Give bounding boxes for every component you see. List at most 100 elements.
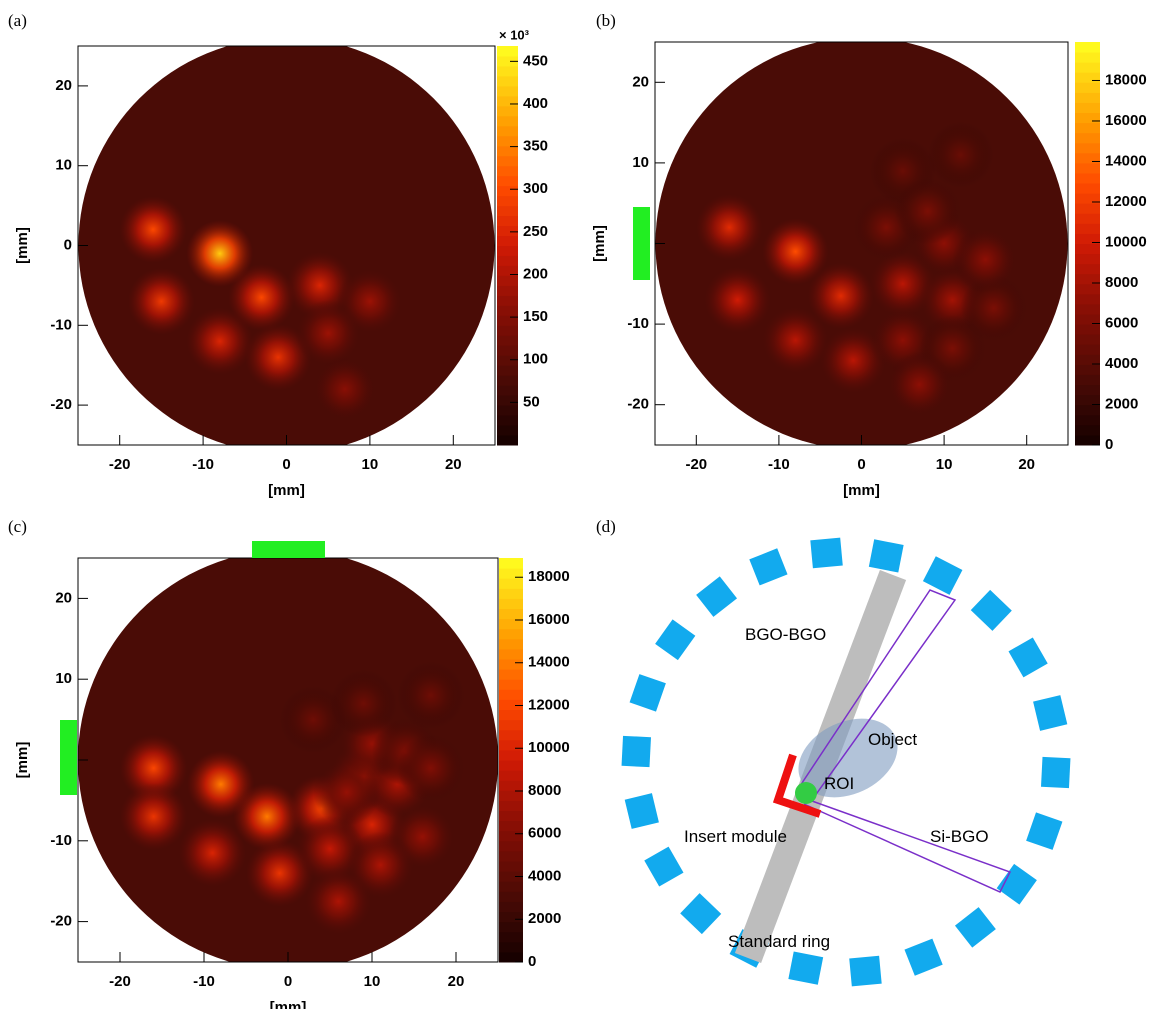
label: Standard ring	[728, 932, 830, 951]
hot-spot	[762, 218, 829, 285]
heatmap: -20-1001020-20-1001020[mm][mm]0200040006…	[591, 41, 1147, 499]
y-tick-label: 20	[55, 77, 72, 94]
hot-spot	[186, 220, 254, 287]
ring-block	[904, 938, 943, 976]
colorbar-cell	[499, 760, 523, 771]
colorbar-cell	[499, 861, 523, 872]
colorbar-tick-label: 6000	[1105, 314, 1138, 331]
colorbar-cell	[499, 638, 523, 650]
colorbar-cell	[1075, 354, 1100, 365]
plot-area	[78, 46, 495, 445]
colorbar-cell	[497, 355, 518, 366]
colorbar-cell	[497, 275, 518, 286]
y-tick-label: 10	[55, 670, 72, 687]
colorbar-cell	[1075, 414, 1100, 426]
colorbar-cell	[1075, 283, 1100, 295]
ring-block	[1008, 637, 1048, 678]
colorbar-cell	[497, 405, 518, 416]
y-tick-label: -10	[627, 315, 649, 332]
panel-label: (b)	[596, 11, 616, 30]
colorbar-cell	[499, 840, 523, 852]
colorbar-cell	[497, 215, 518, 227]
ring-block	[922, 556, 963, 595]
x-tick-label: -20	[109, 973, 131, 990]
y-tick-label: 10	[632, 154, 649, 171]
colorbar-cell	[497, 65, 518, 77]
colorbar-cell	[499, 931, 523, 943]
colorbar-tick-label: 350	[523, 138, 548, 155]
colorbar-cell	[1075, 213, 1100, 224]
colorbar-cell	[497, 185, 518, 197]
colorbar-cell	[1075, 374, 1100, 386]
colorbar-cell	[499, 911, 523, 923]
colorbar-cell	[1075, 132, 1100, 144]
hot-spot	[279, 686, 347, 754]
colorbar-tick-label: 450	[523, 52, 548, 69]
ring-block	[970, 589, 1012, 631]
colorbar-tick-label: 200	[523, 265, 548, 282]
colorbar-cell	[497, 46, 518, 57]
insert-module	[772, 753, 822, 818]
y-tick-label: 0	[64, 236, 72, 253]
roi	[795, 782, 817, 804]
hot-spot	[120, 734, 188, 802]
hot-spot	[233, 782, 301, 851]
label: Si-BGO	[930, 827, 989, 846]
colorbar-cell	[499, 719, 523, 731]
ring-block	[629, 674, 666, 712]
colorbar-cell	[1075, 394, 1100, 406]
detector-marker	[633, 207, 650, 280]
colorbar-tick-label: 2000	[528, 910, 561, 927]
x-tick-label: -10	[768, 456, 790, 473]
y-tick-label: 20	[55, 589, 72, 606]
colorbar-tick-label: 300	[523, 180, 548, 197]
x-tick-label: 0	[282, 456, 290, 473]
y-tick-label: -10	[50, 316, 72, 333]
plot-area	[655, 42, 1068, 445]
ring-block	[680, 893, 722, 935]
colorbar-cell	[497, 295, 518, 306]
x-tick-label: 10	[362, 456, 379, 473]
colorbar-cell	[499, 951, 523, 963]
hot-spot	[120, 782, 188, 851]
ring-block	[1041, 756, 1071, 789]
ring-block	[1033, 695, 1068, 731]
colorbar-cell	[499, 618, 523, 630]
hot-spot	[397, 734, 465, 802]
colorbar-cell	[497, 375, 518, 386]
colorbar-cell	[1075, 233, 1100, 244]
colorbar-cell	[1075, 152, 1100, 164]
ring-block	[849, 955, 882, 987]
y-axis-label: [mm]	[591, 225, 608, 262]
colorbar-cell	[497, 395, 518, 406]
x-tick-label: 0	[857, 456, 865, 473]
colorbar-cell	[1075, 364, 1100, 375]
colorbar-tick-label: 6000	[528, 825, 561, 842]
colorbar-cell	[497, 245, 518, 256]
colorbar-tick-label: 12000	[1105, 193, 1147, 210]
heatmap: -20-1001020-20-1001020[mm][mm]0200040006…	[14, 557, 570, 1009]
colorbar-cell	[497, 385, 518, 396]
x-axis-label: [mm]	[270, 999, 307, 1009]
hot-spot	[704, 266, 771, 333]
hot-spot	[119, 196, 187, 263]
colorbar-cell	[497, 175, 518, 187]
colorbar-cell	[499, 628, 523, 640]
heatmap: -20 -10 0 10 20 -20 -10 0 10 20 [mm] [mm] 50 100 150 20…	[14, 27, 548, 499]
colorbar-cell	[499, 810, 523, 822]
hot-spot	[952, 226, 1019, 293]
colorbar-cell	[499, 689, 523, 700]
colorbar-cell	[499, 699, 523, 710]
colorbar-label: × 10³	[499, 27, 530, 42]
colorbar-cell	[499, 749, 523, 761]
ring-block	[696, 576, 738, 617]
x-tick-label: 20	[445, 456, 462, 473]
ring-block	[621, 735, 651, 768]
colorbar-cell	[499, 729, 523, 741]
colorbar-cell	[1075, 384, 1100, 396]
colorbar-cell	[1075, 404, 1100, 416]
colorbar-cell	[499, 568, 523, 579]
colorbar-cell	[1075, 223, 1100, 234]
colorbar-cell	[499, 790, 523, 801]
